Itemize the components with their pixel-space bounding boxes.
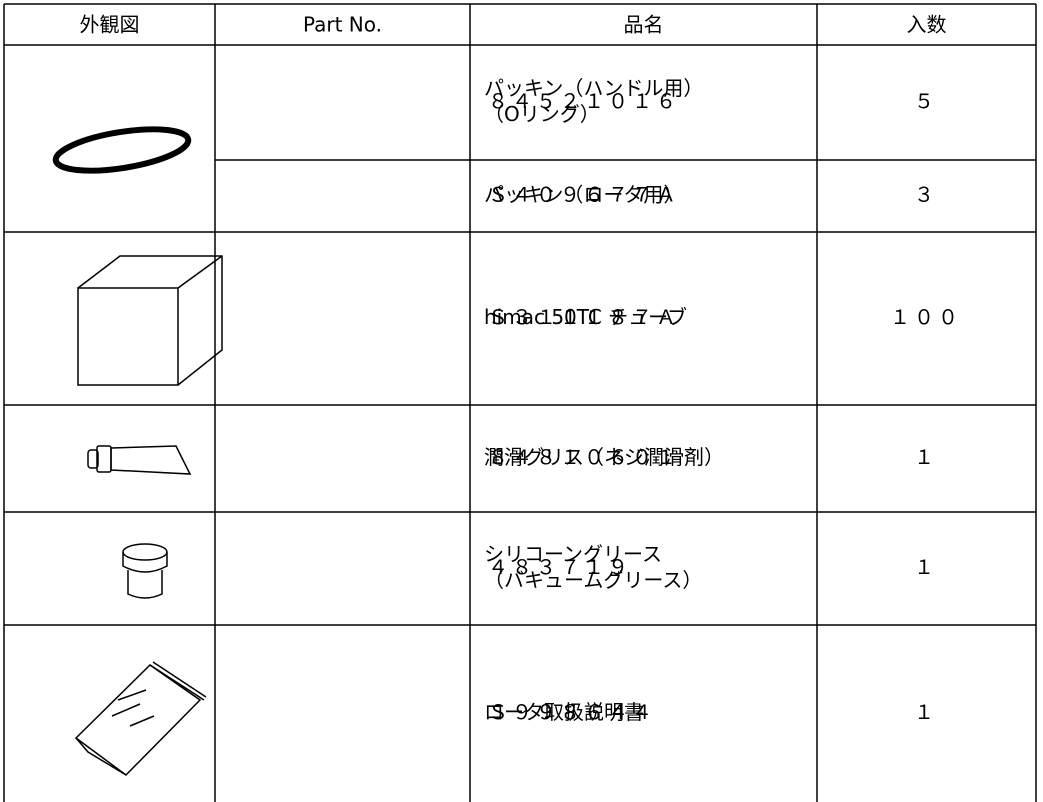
quantity: ３ — [914, 183, 938, 207]
table-grid — [3, 3, 1037, 802]
part-number: Ｓ３１１１８７Ａ — [488, 305, 680, 329]
tube-icon — [87, 445, 192, 475]
part-number: ４８３７１９ — [488, 555, 632, 579]
header-cell: 入数 — [907, 13, 947, 37]
item-name: パッキン（ハンドル用） — [484, 76, 703, 100]
item-name: パッキン（ロータ用） — [484, 183, 683, 207]
quantity: ５ — [914, 89, 938, 113]
item-name: himac 50TC チューブ — [484, 305, 687, 329]
header-cell: 外観図 — [80, 13, 140, 37]
item-name: （バキュームグリース） — [484, 568, 702, 592]
quantity: １ — [914, 445, 938, 469]
manual-icon — [74, 661, 207, 776]
jar-icon — [122, 543, 168, 599]
quantity: １００ — [890, 305, 962, 329]
part-number: Ｓ４０９６７７Ａ — [488, 183, 680, 207]
quantity: １ — [914, 700, 938, 724]
part-number: ８４５２１０１６ — [488, 89, 680, 113]
box-icon — [77, 255, 223, 386]
quantity: １ — [914, 555, 938, 579]
item-name: シリコーングリース — [484, 542, 662, 566]
item-name: （Oリング） — [484, 102, 600, 126]
header-cell: 品名 — [624, 13, 664, 37]
part-number: Ｓ９９８６４４ — [488, 700, 656, 724]
item-name: 潤滑グリス（ネジ潤滑剤） — [484, 445, 724, 469]
header-cell: Part No. — [303, 13, 382, 37]
o-ring-icon — [52, 126, 192, 174]
part-number: ８４８１０６０１ — [488, 445, 680, 469]
item-name: ロータ取扱説明書 — [484, 700, 644, 724]
